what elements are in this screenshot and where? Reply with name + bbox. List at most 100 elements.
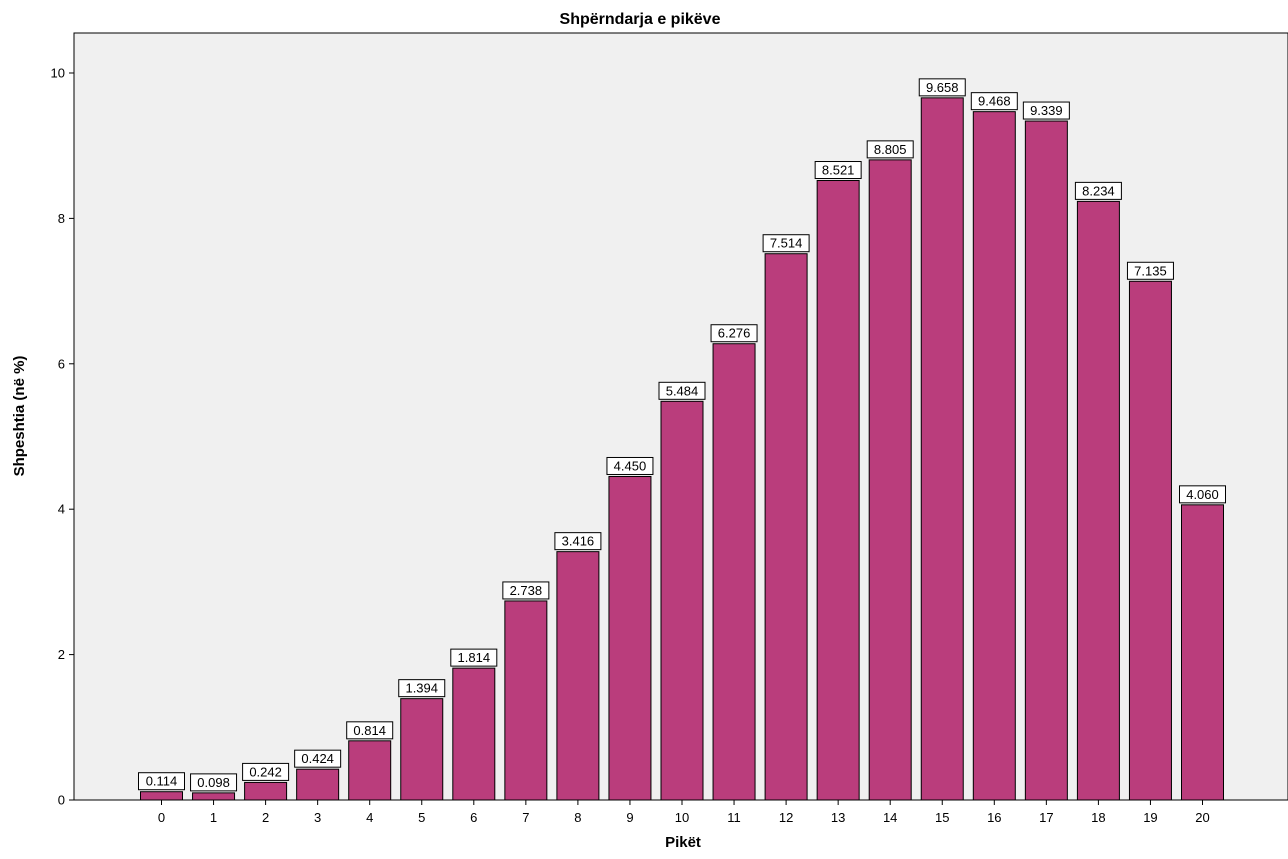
x-axis-title: Pikët	[665, 834, 701, 851]
data-label-text: 9.339	[1030, 103, 1063, 118]
data-label-text: 4.060	[1186, 487, 1219, 502]
bar	[764, 253, 808, 801]
data-label-text: 4.450	[614, 458, 647, 473]
data-label-text: 8.521	[822, 163, 855, 178]
x-tick-label: 14	[883, 810, 897, 825]
data-label-text: 9.658	[926, 80, 959, 95]
x-tick-label: 13	[831, 810, 845, 825]
data-label-box	[554, 532, 602, 551]
data-label: 3.416	[554, 532, 602, 551]
data-label-text: 1.814	[458, 650, 491, 665]
bar	[816, 180, 860, 801]
data-label-text: 9.468	[978, 94, 1011, 109]
x-tick-label: 6	[470, 810, 477, 825]
x-tick-label: 0	[158, 810, 165, 825]
data-label: 1.814	[450, 648, 498, 667]
bar	[348, 740, 392, 801]
bar	[920, 97, 964, 801]
data-label: 8.234	[1074, 181, 1122, 200]
data-label: 9.658	[918, 78, 966, 97]
data-label: 0.424	[294, 749, 342, 768]
data-label: 9.468	[970, 92, 1018, 111]
x-tick-label: 20	[1195, 810, 1209, 825]
data-label-box	[294, 749, 342, 768]
data-label-box	[450, 648, 498, 667]
data-label: 6.276	[710, 324, 758, 343]
data-label-text: 5.484	[666, 383, 699, 398]
data-label-box	[1126, 261, 1174, 280]
data-label-text: 0.424	[301, 751, 334, 766]
bar	[1076, 200, 1120, 801]
data-label-box	[762, 234, 810, 253]
data-label-box	[346, 721, 394, 740]
data-labels: 0.114 0.098 0.242 0.424 0.814 1.394 1.814 2.738…	[138, 78, 1226, 792]
bar	[400, 698, 444, 801]
data-label-box	[398, 679, 446, 698]
x-tick-label: 9	[626, 810, 633, 825]
y-axis: 0 2 4 6 8 10	[51, 65, 74, 808]
bar	[608, 475, 652, 801]
data-label-text: 0.114	[146, 774, 178, 789]
bar	[556, 551, 600, 801]
data-label-box	[242, 762, 290, 781]
data-label-text: 7.514	[770, 236, 803, 251]
data-label-text: 0.814	[353, 723, 386, 738]
x-tick-label: 3	[314, 810, 321, 825]
data-label-box	[1022, 101, 1070, 120]
data-label-box	[658, 381, 706, 400]
y-tick-label: 4	[58, 502, 65, 517]
data-label: 9.339	[1022, 101, 1070, 120]
data-label-box	[138, 772, 185, 791]
bar	[712, 343, 756, 801]
data-label: 1.394	[398, 679, 446, 698]
data-label: 7.135	[1126, 261, 1174, 280]
data-label: 0.242	[242, 762, 290, 781]
data-label: 4.450	[606, 456, 654, 475]
bar	[140, 791, 183, 801]
data-label: 8.521	[814, 161, 862, 180]
bar	[660, 400, 704, 801]
bar	[452, 667, 496, 801]
bar	[868, 159, 912, 801]
bar	[1024, 120, 1068, 801]
bar	[192, 792, 236, 801]
data-label-box	[710, 324, 758, 343]
y-axis-title: Shpeshtia (në %)	[11, 356, 28, 477]
data-label: 2.738	[502, 581, 550, 600]
x-tick-label: 8	[574, 810, 581, 825]
bar	[244, 781, 288, 801]
data-label: 0.814	[346, 721, 394, 740]
data-label: 4.060	[1179, 485, 1226, 504]
data-label-box	[1179, 485, 1226, 504]
data-label-box	[606, 456, 654, 475]
data-label-text: 3.416	[562, 534, 595, 549]
data-label: 0.114	[138, 772, 185, 791]
bar	[1181, 504, 1224, 801]
x-tick-label: 17	[1039, 810, 1053, 825]
data-label: 5.484	[658, 381, 706, 400]
chart-title: Shpërndarja e pikëve	[560, 11, 721, 28]
data-label-text: 0.242	[249, 764, 282, 779]
x-tick-label: 12	[779, 810, 793, 825]
x-tick-label: 2	[262, 810, 269, 825]
data-label-box	[502, 581, 550, 600]
bar	[972, 111, 1016, 801]
x-tick-label: 16	[987, 810, 1001, 825]
data-label-text: 7.135	[1134, 263, 1167, 278]
bar	[1128, 280, 1172, 801]
data-label-text: 1.394	[405, 681, 438, 696]
bars	[140, 97, 1224, 801]
data-label-text: 2.738	[510, 583, 543, 598]
data-label-box	[190, 773, 238, 792]
data-label-box	[866, 140, 914, 159]
x-tick-label: 19	[1143, 810, 1157, 825]
data-label-text: 8.234	[1082, 183, 1115, 198]
data-label-text: 8.805	[874, 142, 907, 157]
data-label: 0.098	[190, 773, 238, 792]
data-label-box	[1074, 181, 1122, 200]
bar	[504, 600, 548, 801]
x-tick-label: 11	[727, 810, 741, 825]
x-tick-label: 5	[418, 810, 425, 825]
data-label-box	[814, 161, 862, 180]
